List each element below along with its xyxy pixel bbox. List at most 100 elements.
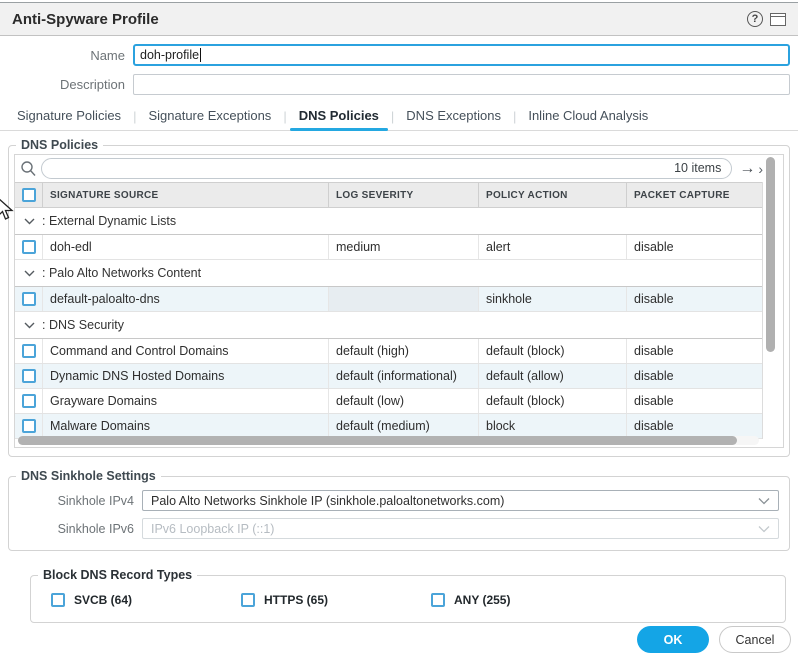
dialog-titlebar: Anti-Spyware Profile ?	[0, 2, 798, 36]
table-header: SIGNATURE SOURCE LOG SEVERITY POLICY ACT…	[15, 182, 762, 208]
table-row[interactable]: Dynamic DNS Hosted Domains default (info…	[15, 364, 762, 389]
dns-policies-grid: 10 items → › SIGNATURE SOURCE LOG SEVERI…	[14, 154, 784, 448]
col-policy-action: POLICY ACTION	[478, 183, 626, 207]
window-icon[interactable]	[770, 13, 786, 26]
chevron-down-icon	[758, 497, 770, 505]
row-checkbox[interactable]	[22, 292, 36, 306]
table-group-row[interactable]: : DNS Security	[15, 312, 762, 339]
row-checkbox-cell	[15, 389, 42, 413]
chevron-down-icon	[758, 525, 770, 533]
table-row[interactable]: Grayware Domains default (low) default (…	[15, 389, 762, 414]
search-icon	[20, 160, 37, 177]
cell-log-severity: default (low)	[328, 389, 478, 413]
table-row[interactable]: default-paloalto-dns sinkhole disable	[15, 287, 762, 312]
any-checkbox[interactable]	[431, 593, 445, 607]
cell-log-severity: medium	[328, 235, 478, 259]
profile-tabs: Signature Policies | Signature Exception…	[0, 104, 798, 131]
name-input[interactable]: doh-profile	[133, 44, 790, 66]
help-icon[interactable]: ?	[747, 11, 763, 27]
row-checkbox-cell	[15, 235, 42, 259]
sinkhole-ipv6-value: IPv6 Loopback IP (::1)	[151, 522, 274, 536]
row-checkbox[interactable]	[22, 394, 36, 408]
cell-packet-capture: disable	[626, 339, 762, 363]
horizontal-scrollbar[interactable]	[18, 436, 759, 445]
text-caret	[200, 48, 201, 62]
header-checkbox-cell	[15, 183, 42, 207]
cancel-button[interactable]: Cancel	[719, 626, 791, 653]
dns-sinkhole-legend: DNS Sinkhole Settings	[16, 469, 161, 483]
tab-divider: |	[130, 109, 139, 126]
any-label: ANY (255)	[454, 593, 510, 607]
cell-policy-action: default (block)	[478, 339, 626, 363]
cell-signature-source: default-paloalto-dns	[42, 287, 328, 311]
name-row: Name doh-profile	[0, 44, 790, 66]
items-count: 10 items	[674, 161, 721, 175]
tab-dns-policies[interactable]: DNS Policies	[290, 104, 388, 130]
cell-policy-action: block	[478, 414, 626, 438]
group-label: : DNS Security	[42, 318, 124, 332]
cell-policy-action: sinkhole	[478, 287, 626, 311]
option-any[interactable]: ANY (255)	[431, 593, 621, 607]
col-packet-capture: PACKET CAPTURE	[626, 183, 762, 207]
https-checkbox[interactable]	[241, 593, 255, 607]
sinkhole-ipv4-value: Palo Alto Networks Sinkhole IP (sinkhole…	[151, 494, 504, 508]
tab-inline-cloud-analysis[interactable]: Inline Cloud Analysis	[519, 104, 657, 130]
tab-signature-policies[interactable]: Signature Policies	[8, 104, 130, 130]
sinkhole-ipv4-label: Sinkhole IPv4	[9, 494, 142, 508]
row-checkbox[interactable]	[22, 344, 36, 358]
option-https[interactable]: HTTPS (65)	[241, 593, 431, 607]
row-checkbox[interactable]	[22, 240, 36, 254]
cell-signature-source: Command and Control Domains	[42, 339, 328, 363]
ok-button[interactable]: OK	[637, 626, 709, 653]
tab-divider: |	[510, 109, 519, 126]
cell-log-severity: default (informational)	[328, 364, 478, 388]
chevron-down-icon[interactable]	[24, 218, 35, 225]
vertical-scrollbar[interactable]	[766, 157, 775, 434]
row-checkbox-cell	[15, 364, 42, 388]
cell-signature-source: Dynamic DNS Hosted Domains	[42, 364, 328, 388]
vertical-scrollbar-thumb[interactable]	[766, 157, 775, 352]
group-label: : External Dynamic Lists	[42, 214, 176, 228]
table-group-row[interactable]: : Palo Alto Networks Content	[15, 260, 762, 287]
col-signature-source: SIGNATURE SOURCE	[42, 183, 328, 207]
table-group-row[interactable]: : External Dynamic Lists	[15, 208, 762, 235]
table-toolbar: 10 items → ›	[15, 155, 783, 182]
dialog-title: Anti-Spyware Profile	[12, 11, 159, 28]
table-body: : External Dynamic Lists doh-edl medium …	[15, 208, 762, 439]
col-log-severity: LOG SEVERITY	[328, 183, 478, 207]
horizontal-scrollbar-thumb[interactable]	[18, 436, 737, 445]
dns-policies-section: DNS Policies 10 items → › SIGNATURE SOUR…	[8, 138, 790, 457]
tab-dns-exceptions[interactable]: DNS Exceptions	[397, 104, 510, 130]
cell-packet-capture: disable	[626, 389, 762, 413]
tab-divider: |	[280, 109, 289, 126]
block-dns-record-types-section: Block DNS Record Types SVCB (64) HTTPS (…	[30, 568, 786, 623]
cell-log-severity: default (medium)	[328, 414, 478, 438]
sinkhole-ipv6-select[interactable]: IPv6 Loopback IP (::1)	[142, 518, 779, 539]
search-input[interactable]	[42, 159, 731, 178]
row-checkbox-cell	[15, 414, 42, 438]
row-checkbox[interactable]	[22, 369, 36, 383]
row-checkbox-cell	[15, 287, 42, 311]
cell-policy-action: default (block)	[478, 389, 626, 413]
chevron-down-icon[interactable]	[24, 322, 35, 329]
block-dns-legend: Block DNS Record Types	[38, 568, 197, 582]
tab-signature-exceptions[interactable]: Signature Exceptions	[139, 104, 280, 130]
table-row[interactable]: doh-edl medium alert disable	[15, 235, 762, 260]
expand-chevron-icon[interactable]: ›	[758, 162, 763, 176]
cell-packet-capture: disable	[626, 364, 762, 388]
chevron-down-icon[interactable]	[24, 270, 35, 277]
cell-policy-action: alert	[478, 235, 626, 259]
name-label: Name	[0, 48, 133, 63]
cell-signature-source: Grayware Domains	[42, 389, 328, 413]
sinkhole-ipv4-select[interactable]: Palo Alto Networks Sinkhole IP (sinkhole…	[142, 490, 779, 511]
apply-filter-arrow-icon[interactable]: →	[739, 161, 755, 177]
row-checkbox[interactable]	[22, 419, 36, 433]
svcb-checkbox[interactable]	[51, 593, 65, 607]
cell-signature-source: doh-edl	[42, 235, 328, 259]
cell-policy-action: default (allow)	[478, 364, 626, 388]
select-all-checkbox[interactable]	[22, 188, 36, 202]
table-row[interactable]: Command and Control Domains default (hig…	[15, 339, 762, 364]
cell-packet-capture: disable	[626, 414, 762, 438]
option-svcb[interactable]: SVCB (64)	[51, 593, 241, 607]
description-input[interactable]	[133, 74, 790, 95]
